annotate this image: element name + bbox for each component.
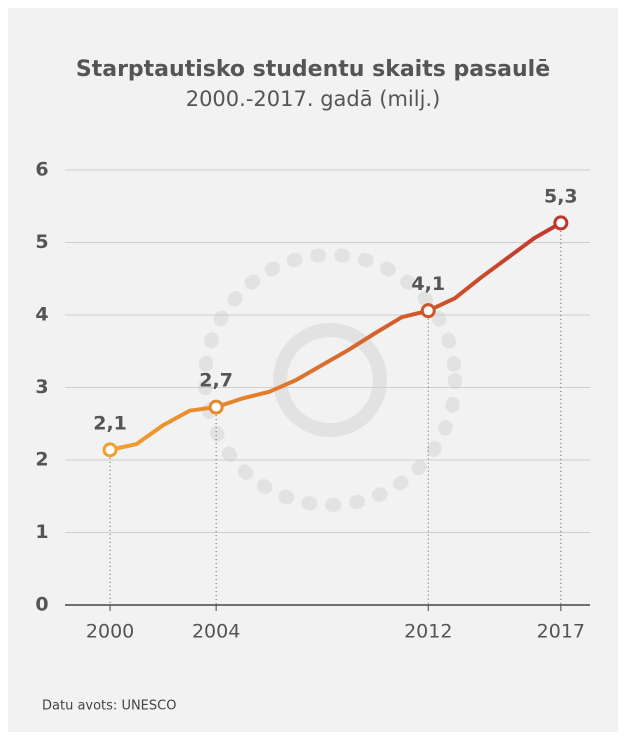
chart-title: Starptautisko studentu skaits pasaulē (76, 57, 550, 82)
value-label: 5,3 (544, 185, 578, 207)
y-tick-label: 2 (35, 449, 48, 471)
source-note: Datu avots: UNESCO (42, 699, 176, 714)
y-tick-label: 6 (35, 159, 48, 181)
point (420, 303, 436, 319)
y-tick-label: 0 (35, 594, 48, 616)
y-tick-label: 3 (35, 376, 48, 398)
point (553, 215, 569, 231)
y-tick-label: 5 (35, 231, 48, 253)
x-tick-label: 2017 (537, 621, 585, 643)
line (109, 221, 562, 452)
watermark (198, 248, 462, 512)
chart-subtitle: 2000.-2017. gadā (milj.) (186, 87, 441, 111)
point (208, 399, 224, 415)
x-tick-label: 2012 (404, 621, 452, 643)
value-label: 2,1 (93, 412, 127, 434)
y-tick-label: 4 (35, 304, 48, 326)
value-label: 2,7 (199, 370, 233, 392)
x-tick-label: 2000 (86, 621, 134, 643)
x-tick-label: 2004 (192, 621, 240, 643)
y-tick-label: 1 (35, 521, 48, 543)
point (102, 442, 118, 458)
value-label: 4,1 (411, 273, 445, 295)
